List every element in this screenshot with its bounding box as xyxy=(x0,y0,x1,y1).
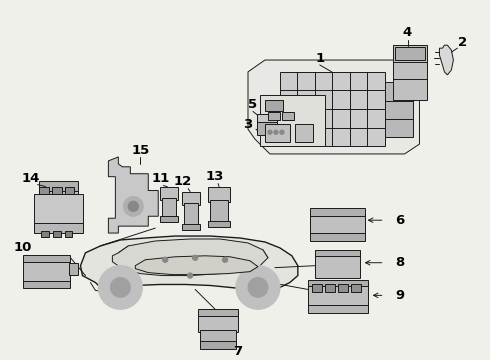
Text: 9: 9 xyxy=(395,289,404,302)
Circle shape xyxy=(193,255,197,260)
Bar xyxy=(282,112,294,120)
Circle shape xyxy=(236,266,280,309)
Bar xyxy=(308,305,368,313)
Bar xyxy=(23,280,71,288)
Bar xyxy=(200,341,236,349)
Circle shape xyxy=(268,130,272,134)
Bar xyxy=(200,330,236,342)
Bar xyxy=(182,224,200,230)
Circle shape xyxy=(274,130,278,134)
Bar xyxy=(23,258,71,283)
Text: 7: 7 xyxy=(233,345,243,358)
Bar xyxy=(310,208,365,216)
Bar xyxy=(198,309,238,316)
Bar xyxy=(268,112,280,120)
Circle shape xyxy=(123,197,143,216)
Bar xyxy=(295,124,313,142)
Bar xyxy=(312,284,322,292)
Text: 6: 6 xyxy=(395,214,404,227)
Bar xyxy=(315,250,360,256)
Bar xyxy=(265,100,283,112)
Bar xyxy=(39,181,78,190)
Bar xyxy=(65,186,74,194)
Text: 2: 2 xyxy=(458,36,467,49)
Bar xyxy=(198,312,238,332)
Polygon shape xyxy=(440,45,453,75)
Text: 3: 3 xyxy=(244,118,253,131)
Circle shape xyxy=(280,130,284,134)
Bar xyxy=(260,95,325,146)
Text: 14: 14 xyxy=(22,172,40,185)
Bar xyxy=(280,72,385,146)
Text: 5: 5 xyxy=(248,98,258,111)
Bar xyxy=(325,284,335,292)
Bar xyxy=(65,231,73,237)
Text: 10: 10 xyxy=(13,242,32,255)
Bar xyxy=(182,192,200,205)
Bar xyxy=(310,213,365,235)
Bar xyxy=(208,221,230,227)
Polygon shape xyxy=(112,239,268,275)
Text: 15: 15 xyxy=(131,144,149,157)
Bar xyxy=(162,198,176,216)
Bar xyxy=(392,45,427,100)
Bar xyxy=(257,120,277,135)
Bar xyxy=(351,284,361,292)
Bar xyxy=(208,186,230,202)
Bar xyxy=(69,263,78,275)
Circle shape xyxy=(98,266,142,309)
Bar xyxy=(265,124,290,142)
Bar xyxy=(34,194,83,229)
Polygon shape xyxy=(248,60,419,154)
Text: 12: 12 xyxy=(174,175,192,188)
Bar xyxy=(385,82,413,137)
Bar xyxy=(41,231,49,237)
Text: 4: 4 xyxy=(403,26,412,39)
Text: 1: 1 xyxy=(315,51,324,64)
Polygon shape xyxy=(108,157,158,233)
Text: 8: 8 xyxy=(395,256,404,269)
Polygon shape xyxy=(80,236,298,291)
Bar xyxy=(184,203,198,225)
Text: 13: 13 xyxy=(206,170,224,183)
Circle shape xyxy=(110,278,130,297)
Bar xyxy=(160,186,178,201)
Bar xyxy=(315,253,360,278)
Bar xyxy=(160,216,178,222)
Bar xyxy=(308,283,368,310)
Circle shape xyxy=(248,278,268,297)
Bar xyxy=(34,223,83,233)
Text: 11: 11 xyxy=(151,172,170,185)
Circle shape xyxy=(128,201,138,211)
Circle shape xyxy=(188,273,193,278)
Bar xyxy=(39,186,78,218)
Circle shape xyxy=(222,257,227,262)
Bar xyxy=(310,233,365,241)
Bar xyxy=(23,255,71,262)
Bar xyxy=(308,279,368,287)
Bar xyxy=(257,114,277,122)
Polygon shape xyxy=(135,256,258,275)
Bar xyxy=(394,47,425,60)
Bar xyxy=(52,231,61,237)
Bar xyxy=(338,284,348,292)
Circle shape xyxy=(163,257,168,262)
Bar xyxy=(210,201,228,222)
Bar xyxy=(51,186,62,194)
Bar xyxy=(39,186,49,194)
